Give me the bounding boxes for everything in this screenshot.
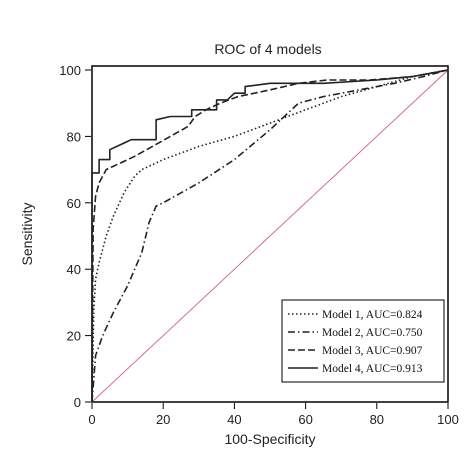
legend-label-model-3: Model 3, AUC=0.907 <box>322 345 423 357</box>
axis-ticks: 0 20 40 60 80 100 0 20 40 60 80 100 <box>59 63 459 427</box>
reference-diagonal-line <box>91 69 449 403</box>
legend: Model 1, AUC=0.824 Model 2, AUC=0.750 Mode… <box>281 299 445 383</box>
x-axis-label: 100-Specificity <box>224 431 315 447</box>
series-line-model-3 <box>91 69 449 403</box>
series-line-model-4 <box>91 69 449 402</box>
y-tick-label: 40 <box>67 262 81 277</box>
x-tick-label: 100 <box>437 412 459 427</box>
x-tick-label: 40 <box>227 412 241 427</box>
legend-label-model-4: Model 4, AUC=0.913 <box>322 363 423 375</box>
series-line-model-2 <box>91 69 449 403</box>
y-tick-label: 60 <box>67 196 81 211</box>
y-tick-label: 20 <box>67 329 81 344</box>
chart-title: ROC of 4 models <box>214 41 321 57</box>
x-tick-label: 60 <box>298 412 312 427</box>
series-lines <box>91 69 449 403</box>
y-tick-label: 0 <box>74 395 81 410</box>
x-tick-label: 80 <box>370 412 384 427</box>
x-tick-label: 0 <box>88 412 95 427</box>
y-tick-label: 80 <box>67 129 81 144</box>
series-line-model-1 <box>91 69 449 403</box>
legend-label-model-1: Model 1, AUC=0.824 <box>322 309 423 321</box>
x-tick-label: 20 <box>156 412 170 427</box>
legend-label-model-2: Model 2, AUC=0.750 <box>322 327 423 339</box>
y-tick-label: 100 <box>59 63 81 78</box>
y-axis-label: Sensitivity <box>19 202 35 265</box>
